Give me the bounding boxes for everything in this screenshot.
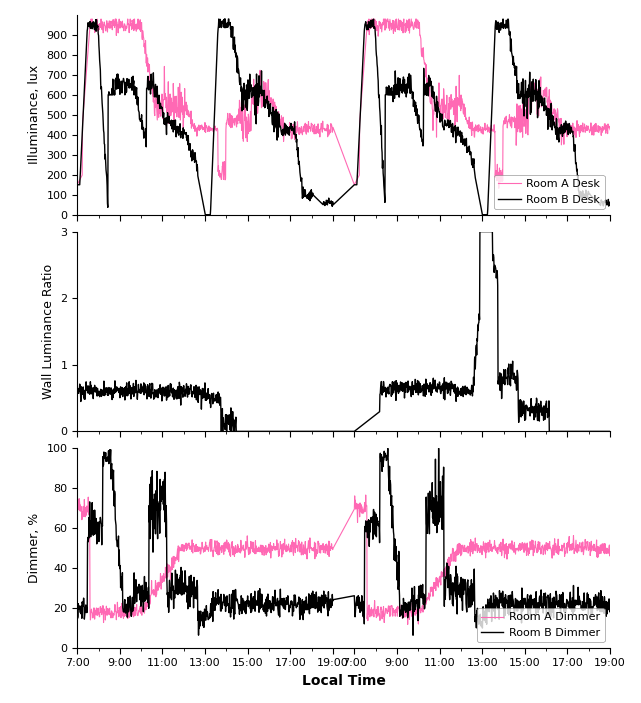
Room A Dimmer <box>404 620 412 628</box>
Room A Desk <box>87 15 95 23</box>
Line: Room B Dimmer: Room B Dimmer <box>77 449 610 636</box>
Y-axis label: Wall Luminance Ratio: Wall Luminance Ratio <box>42 264 55 399</box>
Room A Dimmer <box>175 557 183 566</box>
Legend: Room A Dimmer, Room B Dimmer: Room A Dimmer, Room B Dimmer <box>477 608 604 643</box>
Room B Desk <box>434 105 442 113</box>
Room A Dimmer <box>606 546 614 554</box>
Room B Desk <box>546 105 554 114</box>
Y-axis label: Illuminance, lux: Illuminance, lux <box>28 65 41 165</box>
Room B Desk <box>175 131 183 139</box>
Legend: Room A Desk, Room B Desk: Room A Desk, Room B Desk <box>494 175 604 209</box>
Room A Dimmer <box>244 548 252 556</box>
Room B Desk <box>73 181 81 189</box>
Room A Desk <box>495 184 503 193</box>
Room A Desk <box>546 105 554 114</box>
Line: Room A Dimmer: Room A Dimmer <box>77 495 610 624</box>
X-axis label: Local Time: Local Time <box>302 674 386 688</box>
Room B Dimmer <box>73 602 81 610</box>
Room B Dimmer <box>244 602 252 611</box>
Room A Desk <box>501 114 509 122</box>
Room A Desk <box>73 181 81 189</box>
Room B Dimmer <box>175 580 183 588</box>
Line: Room B Desk: Room B Desk <box>77 19 610 214</box>
Room A Desk <box>175 113 183 122</box>
Room A Desk <box>245 113 253 122</box>
Line: Room A Desk: Room A Desk <box>77 19 610 188</box>
Room B Dimmer <box>546 601 554 610</box>
Room B Desk <box>201 210 209 219</box>
Room B Dimmer <box>187 571 195 579</box>
Room A Dimmer <box>187 543 195 552</box>
Y-axis label: Dimmer, %: Dimmer, % <box>28 513 41 583</box>
Room B Dimmer <box>384 444 392 453</box>
Room A Dimmer <box>501 541 509 549</box>
Room B Dimmer <box>434 520 442 529</box>
Room A Dimmer <box>546 545 554 553</box>
Room A Dimmer <box>73 501 81 510</box>
Room A Dimmer <box>434 579 442 588</box>
Room B Desk <box>501 20 509 29</box>
Room A Desk <box>188 124 196 132</box>
Room A Desk <box>434 104 442 112</box>
Room A Desk <box>606 126 614 134</box>
Room A Dimmer <box>362 491 370 499</box>
Room B Desk <box>606 198 614 206</box>
Room B Dimmer <box>409 631 417 640</box>
Room B Dimmer <box>606 605 614 613</box>
Room B Desk <box>215 15 222 23</box>
Room B Desk <box>187 153 195 161</box>
Room B Desk <box>246 94 253 103</box>
Room B Dimmer <box>501 593 509 602</box>
